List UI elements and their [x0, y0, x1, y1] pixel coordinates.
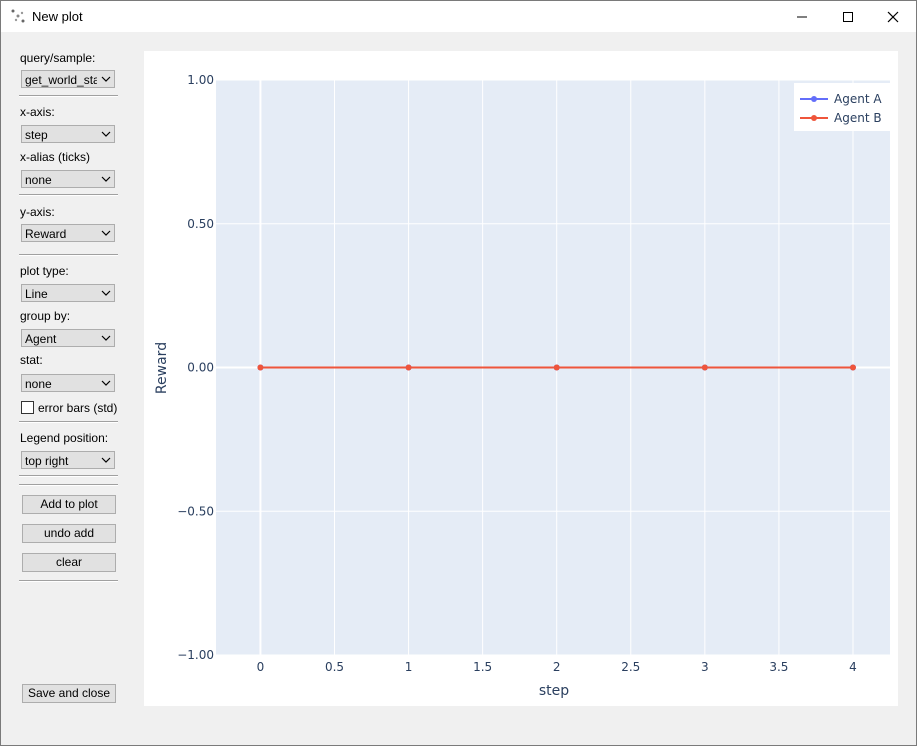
- plottype-value: Line: [25, 287, 48, 301]
- separator: [19, 580, 118, 582]
- y-tick-label: 0.50: [187, 217, 214, 231]
- chevron-down-icon: [101, 457, 111, 463]
- stat-value: none: [25, 377, 52, 391]
- minimize-icon: [797, 16, 807, 17]
- close-button[interactable]: [870, 1, 916, 32]
- xaxis-select[interactable]: step: [21, 125, 115, 143]
- chevron-down-icon: [101, 131, 111, 137]
- xaxis-value: step: [25, 128, 48, 142]
- plottype-select[interactable]: Line: [21, 284, 115, 302]
- y-tick-label: −1.00: [177, 648, 214, 662]
- chevron-down-icon: [101, 380, 111, 386]
- x-tick-label: 0.5: [325, 660, 344, 674]
- legend-marker: [811, 115, 817, 121]
- query-value: get_world_stat: [25, 73, 97, 87]
- close-icon: [887, 11, 899, 22]
- groupby-value: Agent: [25, 332, 57, 346]
- xalias-label: x-alias (ticks): [20, 150, 91, 164]
- yaxis-value: Reward: [25, 227, 67, 241]
- plot-area: 0 0.5 1 1.5 2 2.5 3 3.5 4 1.00 0.50 0.00 −0.50 −1.00…: [144, 51, 898, 706]
- xaxis-label: x-axis:: [20, 105, 55, 119]
- app-icon: [11, 9, 25, 23]
- x-axis-title: step: [539, 683, 569, 699]
- window-title: New plot: [32, 9, 83, 24]
- yaxis-select[interactable]: Reward: [21, 224, 115, 242]
- groupby-label: group by:: [20, 309, 71, 323]
- chevron-down-icon: [101, 230, 111, 236]
- add-to-plot-button[interactable]: Add to plot: [22, 495, 116, 514]
- chevron-down-icon: [101, 335, 111, 341]
- stat-select[interactable]: none: [21, 374, 115, 392]
- separator: [19, 95, 118, 97]
- data-point: [553, 364, 560, 371]
- save-and-close-button[interactable]: Save and close: [22, 684, 116, 703]
- undo-add-button[interactable]: undo add: [22, 524, 116, 543]
- separator: [19, 475, 118, 477]
- x-tick-label: 1.5: [473, 660, 492, 674]
- legendpos-select[interactable]: top right: [21, 451, 115, 469]
- legend[interactable]: Agent A Agent B: [794, 83, 890, 131]
- legend-label: Agent B: [834, 111, 882, 125]
- clear-button[interactable]: clear: [22, 553, 116, 572]
- maximize-button[interactable]: [825, 1, 871, 32]
- xalias-value: none: [25, 173, 52, 187]
- legendpos-value: top right: [25, 454, 69, 468]
- x-tick-label: 0: [257, 660, 265, 674]
- plottype-label: plot type:: [20, 264, 69, 278]
- data-point: [257, 364, 264, 371]
- controls-panel: query/sample: get_world_stat x-axis: ste…: [1, 32, 136, 745]
- separator: [19, 484, 118, 486]
- separator: [19, 194, 118, 196]
- xalias-select[interactable]: none: [21, 170, 115, 188]
- title-bar: New plot: [1, 1, 916, 32]
- errorbars-label: error bars (std): [38, 401, 118, 415]
- x-tick-label: 4: [849, 660, 857, 674]
- chevron-down-icon: [101, 176, 111, 182]
- x-tick-label: 2: [553, 660, 561, 674]
- data-point: [849, 364, 856, 371]
- maximize-icon: [843, 11, 853, 22]
- errorbars-checkbox[interactable]: [21, 401, 34, 414]
- query-label: query/sample:: [20, 51, 96, 65]
- data-point: [701, 364, 708, 371]
- legendpos-label: Legend position:: [20, 431, 109, 445]
- y-tick-label: −0.50: [177, 504, 214, 518]
- x-tick-label: 2.5: [621, 660, 640, 674]
- y-axis-title: Reward: [154, 342, 170, 394]
- minimize-button[interactable]: [779, 1, 825, 32]
- groupby-select[interactable]: Agent: [21, 329, 115, 347]
- query-select[interactable]: get_world_stat: [21, 70, 115, 88]
- x-tick-label: 1: [405, 660, 413, 674]
- legend-box: [794, 83, 890, 131]
- legend-label: Agent A: [834, 92, 882, 106]
- stat-label: stat:: [20, 353, 43, 367]
- data-point: [405, 364, 412, 371]
- y-tick-label: 0.00: [187, 361, 214, 375]
- x-tick-label: 3: [701, 660, 709, 674]
- separator: [19, 254, 118, 256]
- yaxis-label: y-axis:: [20, 205, 55, 219]
- legend-marker: [811, 96, 817, 102]
- line-chart: 0 0.5 1 1.5 2 2.5 3 3.5 4 1.00 0.50 0.00 −0.50 −1.00…: [154, 73, 890, 699]
- x-tick-label: 3.5: [769, 660, 788, 674]
- y-tick-label: 1.00: [187, 73, 214, 87]
- chevron-down-icon: [101, 290, 111, 296]
- chevron-down-icon: [101, 76, 111, 82]
- separator: [19, 421, 118, 423]
